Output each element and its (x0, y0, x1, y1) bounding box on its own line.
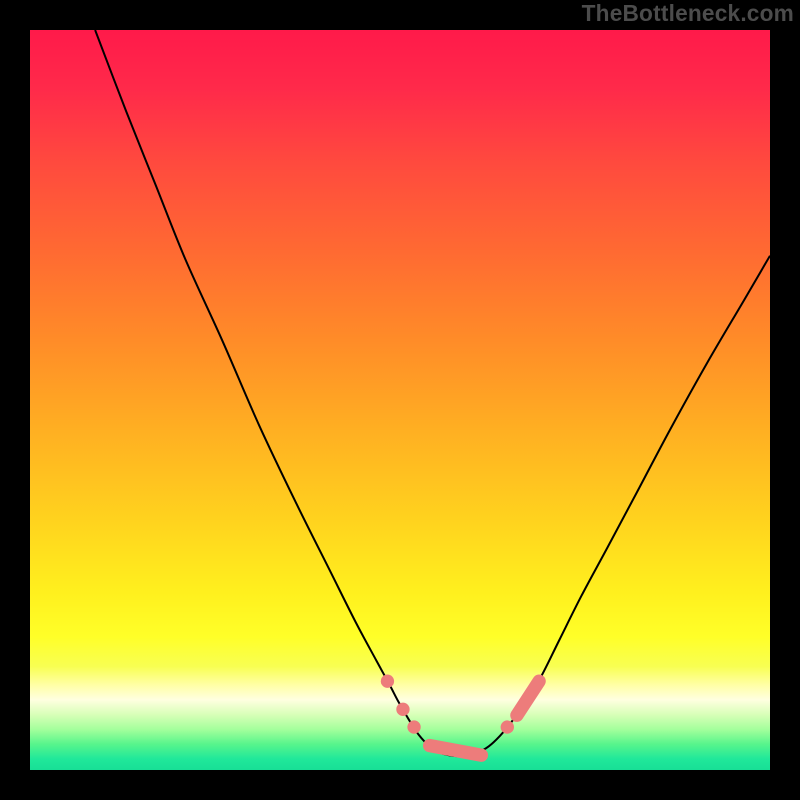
outer-frame: TheBottleneck.com (0, 0, 800, 800)
marker-dot (381, 675, 394, 688)
plot-area (30, 30, 770, 770)
chart-overlay (30, 30, 770, 770)
marker-dot (407, 720, 420, 733)
bottleneck-curve (95, 30, 770, 756)
marker-pill (430, 746, 482, 756)
credit-label: TheBottleneck.com (582, 2, 794, 25)
marker-pill (517, 681, 539, 715)
marker-dot (396, 703, 409, 716)
marker-dot (501, 720, 514, 733)
